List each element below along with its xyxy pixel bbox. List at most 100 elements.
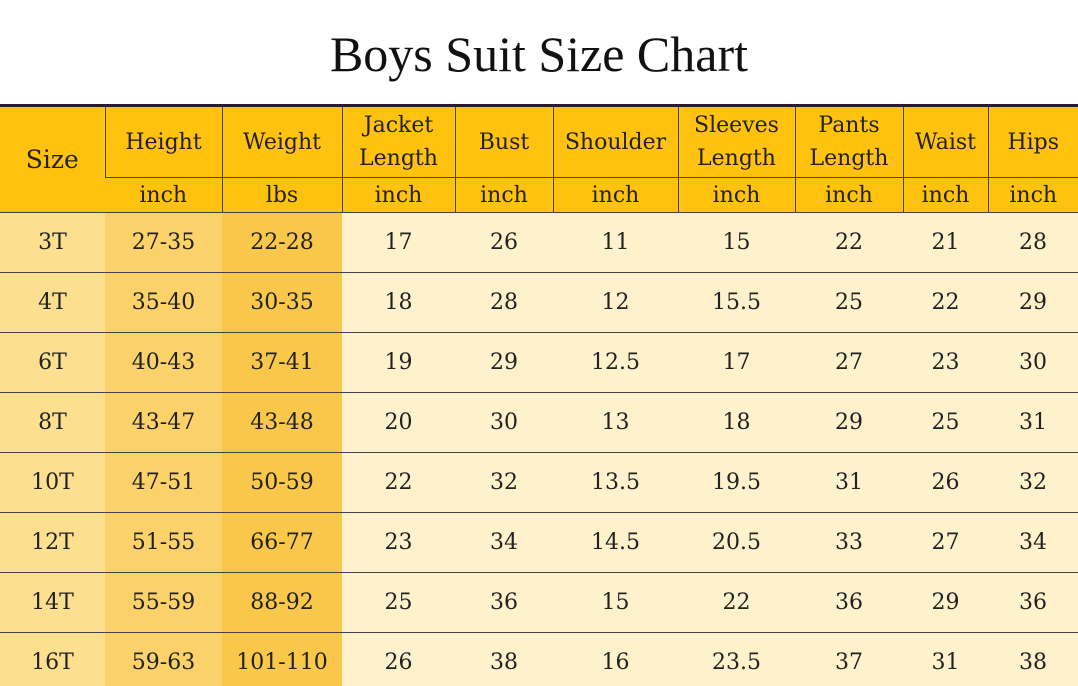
table-cell: 27 xyxy=(795,332,903,393)
table-row: 14T 55-59 88-92 25 36 15 22 36 29 36 xyxy=(0,572,1078,633)
header-row: Size Height Weight Jacket Length Bust Shoulde… xyxy=(0,105,1078,213)
table-cell: 15.5 xyxy=(678,272,795,333)
table-cell: 22 xyxy=(342,452,455,513)
table-cell: 30 xyxy=(988,332,1078,393)
table-cell: 88-92 xyxy=(222,572,342,633)
column-header: Height xyxy=(104,105,222,178)
column-unit: inch xyxy=(794,177,903,213)
table-row: 3T 27-35 22-28 17 26 11 15 22 21 28 xyxy=(0,212,1078,273)
table-cell: 20 xyxy=(342,392,455,453)
table-cell: 22 xyxy=(678,572,795,633)
table-cell: 37 xyxy=(795,632,903,686)
column-header: Shoulder xyxy=(552,105,678,178)
table-cell: 14.5 xyxy=(553,512,678,573)
table-cell: 17 xyxy=(342,212,455,273)
table-cell: 50-59 xyxy=(222,452,342,513)
table-cell: 36 xyxy=(455,572,553,633)
table-cell: 26 xyxy=(455,212,553,273)
table-cell: 66-77 xyxy=(222,512,342,573)
table-cell: 23.5 xyxy=(678,632,795,686)
table-cell: 23 xyxy=(342,512,455,573)
column-header: Weight xyxy=(221,105,342,178)
column-unit: inch xyxy=(902,177,988,213)
table-cell: 12 xyxy=(553,272,678,333)
table-cell: 43-47 xyxy=(105,392,222,453)
size-cell: 3T xyxy=(0,212,105,273)
size-cell: 4T xyxy=(0,272,105,333)
table-cell: 28 xyxy=(455,272,553,333)
table-cell: 31 xyxy=(988,392,1078,453)
table-cell: 22 xyxy=(795,212,903,273)
table-cell: 30 xyxy=(455,392,553,453)
column-unit: inch xyxy=(552,177,678,213)
column-header: Size xyxy=(0,105,105,213)
table-cell: 21 xyxy=(903,212,988,273)
table-cell: 25 xyxy=(903,392,988,453)
table-row: 10T 47-51 50-59 22 32 13.5 19.5 31 26 32 xyxy=(0,452,1078,513)
size-cell: 14T xyxy=(0,572,105,633)
size-cell: 16T xyxy=(0,632,105,686)
column-unit: inch xyxy=(987,177,1078,213)
table-cell: 26 xyxy=(342,632,455,686)
table-row: 6T 40-43 37-41 19 29 12.5 17 27 23 30 xyxy=(0,332,1078,393)
unit-row: inch lbs inch inch inch inch inch inch inch xyxy=(0,177,1078,213)
table-cell: 59-63 xyxy=(105,632,222,686)
table-cell: 28 xyxy=(988,212,1078,273)
table-cell: 29 xyxy=(455,332,553,393)
table-cell: 29 xyxy=(795,392,903,453)
table-cell: 32 xyxy=(988,452,1078,513)
column-unit: lbs xyxy=(221,177,342,213)
column-unit: inch xyxy=(677,177,795,213)
table-cell: 13 xyxy=(553,392,678,453)
table-cell: 15 xyxy=(678,212,795,273)
column-unit: inch xyxy=(341,177,455,213)
size-cell: 6T xyxy=(0,332,105,393)
table-row: 12T 51-55 66-77 23 34 14.5 20.5 33 27 34 xyxy=(0,512,1078,573)
table-cell: 25 xyxy=(342,572,455,633)
table-cell: 23 xyxy=(903,332,988,393)
column-header: Jacket Length xyxy=(341,105,455,178)
table-cell: 34 xyxy=(455,512,553,573)
table-cell: 29 xyxy=(903,572,988,633)
table-cell: 11 xyxy=(553,212,678,273)
table-cell: 30-35 xyxy=(222,272,342,333)
table-cell: 51-55 xyxy=(105,512,222,573)
table-cell: 38 xyxy=(455,632,553,686)
table-cell: 47-51 xyxy=(105,452,222,513)
size-cell: 10T xyxy=(0,452,105,513)
column-header: Sleeves Length xyxy=(677,105,795,178)
table-cell: 31 xyxy=(795,452,903,513)
column-header: Bust xyxy=(454,105,553,178)
title: Boys Suit Size Chart xyxy=(329,26,749,82)
size-cell: 12T xyxy=(0,512,105,573)
column-header: Pants Length xyxy=(794,105,903,178)
table-cell: 26 xyxy=(903,452,988,513)
table-row: 4T 35-40 30-35 18 28 12 15.5 25 22 29 xyxy=(0,272,1078,333)
size-cell: 8T xyxy=(0,392,105,453)
table-row: 16T 59-63 101-110 26 38 16 23.5 37 31 38 xyxy=(0,632,1078,686)
table-cell: 25 xyxy=(795,272,903,333)
table-cell: 36 xyxy=(988,572,1078,633)
table-cell: 32 xyxy=(455,452,553,513)
table-header: Size Height Weight Jacket Length Bust Shoulde… xyxy=(0,105,1078,213)
table-cell: 15 xyxy=(553,572,678,633)
table-cell: 27-35 xyxy=(105,212,222,273)
table-cell: 29 xyxy=(988,272,1078,333)
table-row: 8T 43-47 43-48 20 30 13 18 29 25 31 xyxy=(0,392,1078,453)
table-cell: 16 xyxy=(553,632,678,686)
table-cell: 18 xyxy=(342,272,455,333)
column-unit: inch xyxy=(105,177,222,213)
table-cell: 19 xyxy=(342,332,455,393)
table-cell: 31 xyxy=(903,632,988,686)
column-header: Waist xyxy=(902,105,988,178)
table-cell: 12.5 xyxy=(553,332,678,393)
table-body: 3T 27-35 22-28 17 26 11 15 22 21 28 4T 35-40 30-35 18… xyxy=(0,212,1078,686)
table-cell: 17 xyxy=(678,332,795,393)
table-cell: 55-59 xyxy=(105,572,222,633)
size-table: Size Height Weight Jacket Length Bust Shoulde… xyxy=(0,104,1078,686)
table-cell: 20.5 xyxy=(678,512,795,573)
table-cell: 101-110 xyxy=(222,632,342,686)
table-cell: 35-40 xyxy=(105,272,222,333)
table-cell: 38 xyxy=(988,632,1078,686)
